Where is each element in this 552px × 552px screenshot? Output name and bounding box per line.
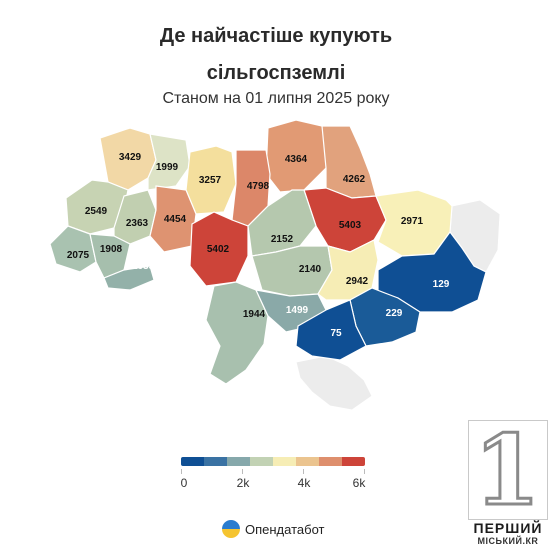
legend-tick-mark <box>181 469 182 474</box>
region-value-label: 2152 <box>271 234 294 245</box>
crimea <box>295 355 373 411</box>
chart-title-line2: сільгоспземлі <box>206 62 346 84</box>
legend-tick-2k: 2k <box>236 476 250 490</box>
region-value-label: 1635 <box>132 261 155 272</box>
legend-color-step <box>250 457 273 466</box>
legend-color-step <box>181 457 204 466</box>
region-value-label: 2140 <box>299 264 322 275</box>
region-value-label: 2075 <box>67 250 90 261</box>
region-value-label: 2363 <box>126 218 149 229</box>
region-value-label: 3257 <box>199 175 222 186</box>
persyi-miskyi-logo: 1 ПЕРШИЙ МІСЬКИЙ.КR <box>468 413 548 548</box>
region-value-label: 129 <box>433 279 450 290</box>
legend-color-scale <box>181 457 365 466</box>
legend-color-step <box>342 457 365 466</box>
region-value-label: 4262 <box>343 174 366 185</box>
region-value-label: 1999 <box>156 162 179 173</box>
legend-color-step <box>319 457 342 466</box>
region-poltava <box>303 187 387 253</box>
region-value-label: 2971 <box>401 216 424 227</box>
legend-tick-4k: 4k <box>297 476 311 490</box>
region-value-label: 1499 <box>286 305 309 316</box>
region-value-label: 229 <box>386 308 403 319</box>
region-value-label: 75 <box>330 328 342 339</box>
region-value-label: 4364 <box>285 154 308 165</box>
region-value-label: 2549 <box>85 206 108 217</box>
region-value-label: 2942 <box>346 276 369 287</box>
region-vinnytsia <box>189 211 249 287</box>
region-odesa <box>205 281 269 385</box>
legend-tick-6k: 6k <box>352 476 366 490</box>
chart-subtitle: Станом на 01 липня 2025 року <box>162 90 390 107</box>
region-sumy <box>321 125 377 199</box>
opendatabot-logo-icon <box>222 520 240 538</box>
legend-color-step <box>273 457 296 466</box>
chart-title-line1: Де найчастіше купують <box>159 25 393 47</box>
badge-digit: 1 <box>472 413 542 529</box>
legend-color-step <box>296 457 319 466</box>
region-value-label: 1908 <box>100 244 123 255</box>
region-value-label: 4798 <box>247 181 270 192</box>
legend-tick-mark <box>242 469 243 474</box>
region-kherson <box>295 299 367 361</box>
legend-color-step <box>204 457 227 466</box>
region-value-label: 5403 <box>339 220 362 231</box>
region-khmelnytskyi <box>149 185 197 253</box>
region-value-label: 1944 <box>243 309 266 320</box>
legend-tick-mark <box>303 469 304 474</box>
badge-frame <box>468 420 548 520</box>
source-brand: Опендатабот <box>222 520 324 538</box>
region-value-label: 3429 <box>119 152 142 163</box>
legend-tick-0: 0 <box>180 476 188 490</box>
badge-line1: ПЕРШИЙ <box>473 520 543 536</box>
region-ternopil <box>113 189 157 245</box>
region-chernivtsi <box>103 265 155 291</box>
legend-color-step <box>227 457 250 466</box>
region-value-label: 5402 <box>207 244 230 255</box>
region-value-label: 4454 <box>164 214 187 225</box>
legend-tick-mark <box>364 469 365 474</box>
source-brand-name: Опендатабот <box>245 521 325 537</box>
badge-line2: МІСЬКИЙ.КR <box>477 536 539 546</box>
